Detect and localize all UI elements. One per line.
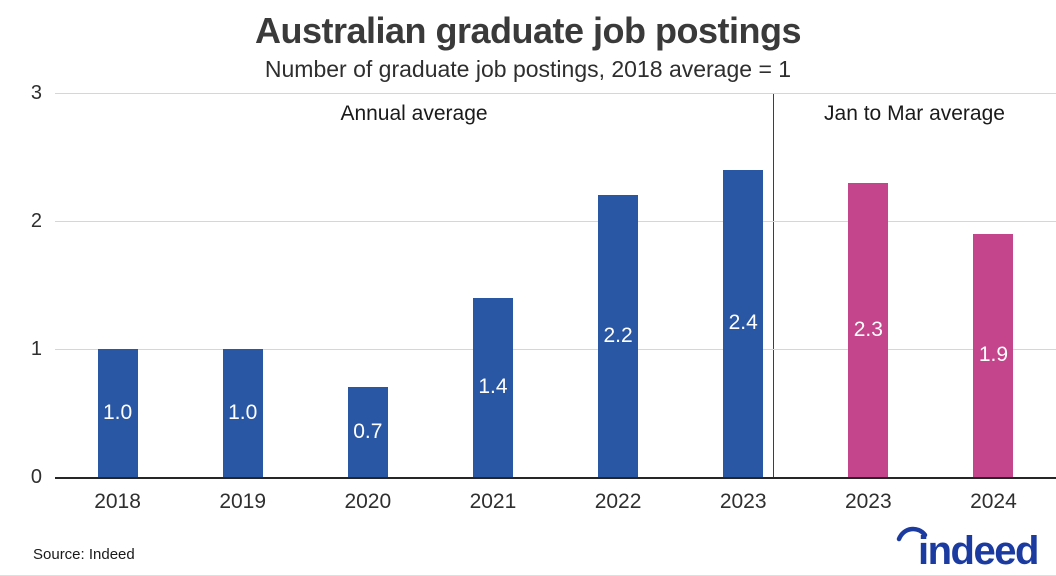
indeed-logo-swoosh-icon (896, 526, 928, 542)
y-axis-tick-0: 0 (30, 466, 42, 488)
bar-value-label: 1.0 (102, 401, 133, 424)
x-axis-label-2-2020: 2020 (344, 490, 392, 513)
bar-value-label: 2.2 (603, 324, 633, 348)
bar-2020-annual: 0.7 (347, 387, 388, 477)
section-label-annual-average: Annual average (340, 102, 488, 125)
x-axis-label-3-2021: 2021 (469, 490, 517, 513)
plot-area: 1.0 1.0 0.7 1.4 2.2 2.4 2.3 1.9 (55, 93, 1056, 479)
bar-2024-janmar: 1.9 (973, 233, 1014, 477)
x-axis-label-6-2023: 2023 (844, 490, 892, 513)
x-axis-label-5-2023: 2023 (719, 490, 767, 513)
x-axis-label-7-2024: 2024 (970, 490, 1017, 513)
y-axis-tick-3: 3 (30, 82, 42, 104)
x-axis-label-4-2022: 2022 (594, 490, 642, 513)
gridline-y-3 (55, 93, 1056, 94)
section-label-jan-to-mar-average: Jan to Mar average (824, 102, 1005, 125)
indeed-logo-text: indeed (918, 529, 1038, 572)
bar-2021-annual: 1.4 (472, 297, 513, 477)
gridline-y-2 (55, 221, 1056, 222)
bar-2023-annual: 2.4 (723, 169, 764, 477)
bar-2018-annual: 1.0 (97, 349, 138, 477)
x-axis-label-0-2018: 2018 (94, 490, 141, 513)
source-note: Source: Indeed (33, 546, 135, 563)
bar-value-label: 1.0 (228, 401, 258, 424)
bar-2023-janmar: 2.3 (848, 182, 889, 477)
bar-value-label: 2.3 (853, 317, 883, 341)
bar-2019-annual: 1.0 (222, 349, 263, 477)
y-axis-tick-1: 1 (30, 338, 42, 360)
chart-subtitle: Number of graduate job postings, 2018 av… (264, 56, 792, 82)
gridline-y-1 (55, 349, 1056, 350)
bar-2022-annual: 2.2 (598, 195, 639, 477)
bar-value-label: 1.9 (978, 343, 1009, 367)
x-axis-label-1-2019: 2019 (219, 490, 267, 513)
indeed-logo: indeed (896, 526, 1039, 572)
bar-value-label: 0.7 (353, 420, 383, 444)
chart-title: Australian graduate job postings (254, 10, 802, 51)
bar-value-label: 2.4 (728, 311, 758, 335)
bar-value-label: 1.4 (478, 375, 508, 399)
section-divider (773, 93, 774, 477)
y-axis-tick-2: 2 (30, 210, 42, 232)
